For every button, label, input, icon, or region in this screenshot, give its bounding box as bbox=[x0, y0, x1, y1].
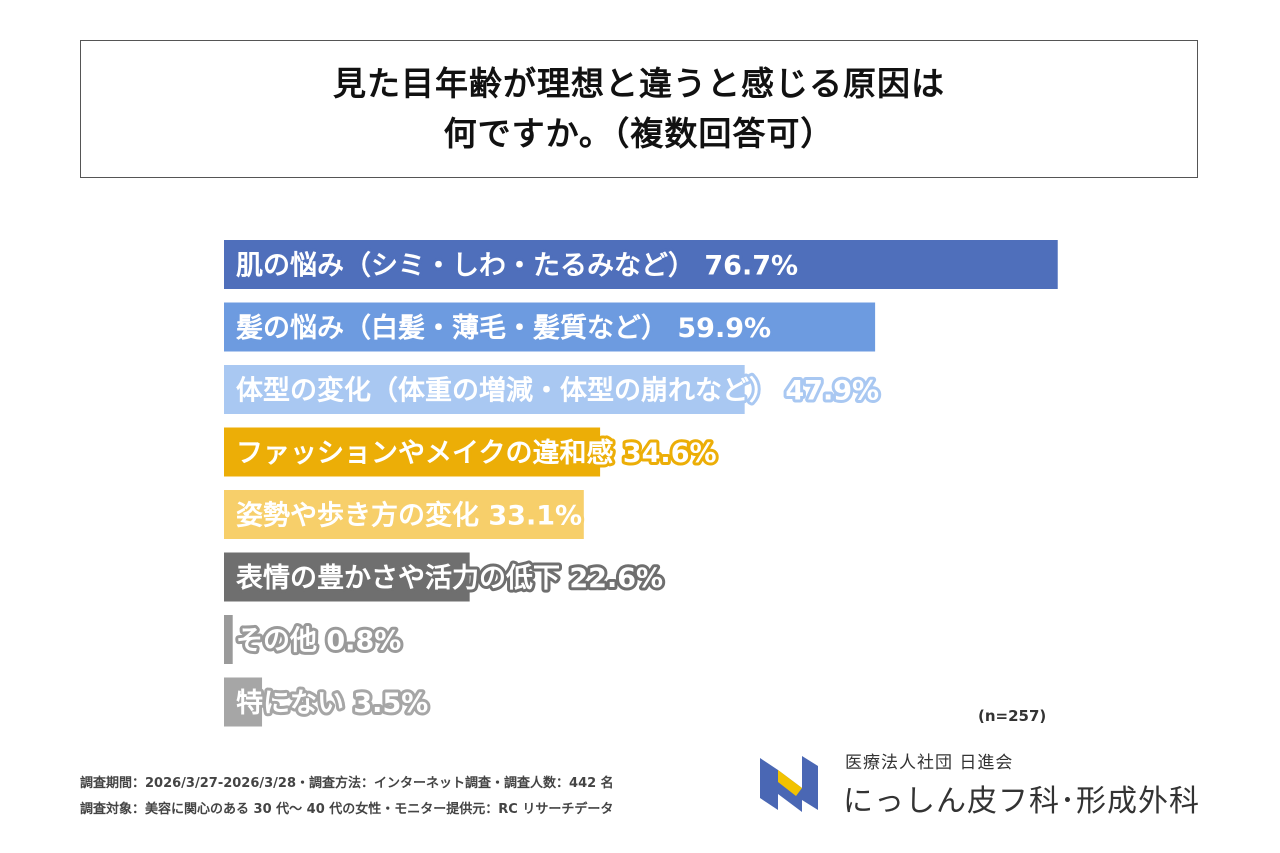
bar-0 bbox=[224, 240, 1058, 289]
chart-title-line2: 何ですか。（複数回答可） bbox=[443, 114, 835, 153]
survey-target-note: 調査対象：美容に関心のある 30 代～ 40 代の女性・モニター提供元：RC リ… bbox=[80, 802, 614, 817]
bar-2 bbox=[224, 365, 745, 414]
bar-label-0: 肌の悩み（シミ・しわ・たるみなど） 76.7% bbox=[236, 251, 798, 282]
bar-4 bbox=[224, 490, 584, 539]
bar-label-7: 特にない 3.5% bbox=[236, 688, 428, 719]
bar-label-5: 表情の豊かさや活力の低下 22.6% bbox=[236, 563, 663, 594]
bar-label-1: 髪の悩み（白髪・薄毛・髪質など） 59.9% bbox=[235, 312, 771, 344]
title-box: 見た目年齢が理想と違うと感じる原因は 何ですか。（複数回答可） bbox=[80, 40, 1198, 178]
bar-3 bbox=[224, 427, 601, 477]
clinic-corporation-name: 医療法人社団 日進会 bbox=[845, 753, 1014, 773]
bar-label-4: 姿勢や歩き方の変化 33.1% bbox=[236, 500, 582, 532]
clinic-logo-icon bbox=[760, 756, 818, 812]
bar-label-6: その他 0.8% bbox=[236, 626, 401, 657]
bar-label-2: 体型の変化（体重の増減・体型の崩れなど） 47.9% bbox=[236, 375, 879, 407]
chart-title-line1: 見た目年齢が理想と違うと感じる原因は bbox=[333, 64, 945, 103]
bar-7 bbox=[224, 677, 263, 727]
bar-label-3: ファッションやメイクの違和感 34.6% bbox=[236, 437, 717, 469]
sample-size-note: (n=257) bbox=[978, 707, 1047, 725]
bar-6 bbox=[224, 615, 233, 664]
clinic-name: にっしん皮フ科･形成外科 bbox=[843, 784, 1200, 819]
survey-period-note: 調査期間：2026/3/27-2026/3/28・調査方法：インターネット調査・… bbox=[80, 776, 614, 791]
bar-5 bbox=[224, 552, 470, 602]
bar-1 bbox=[224, 302, 876, 352]
